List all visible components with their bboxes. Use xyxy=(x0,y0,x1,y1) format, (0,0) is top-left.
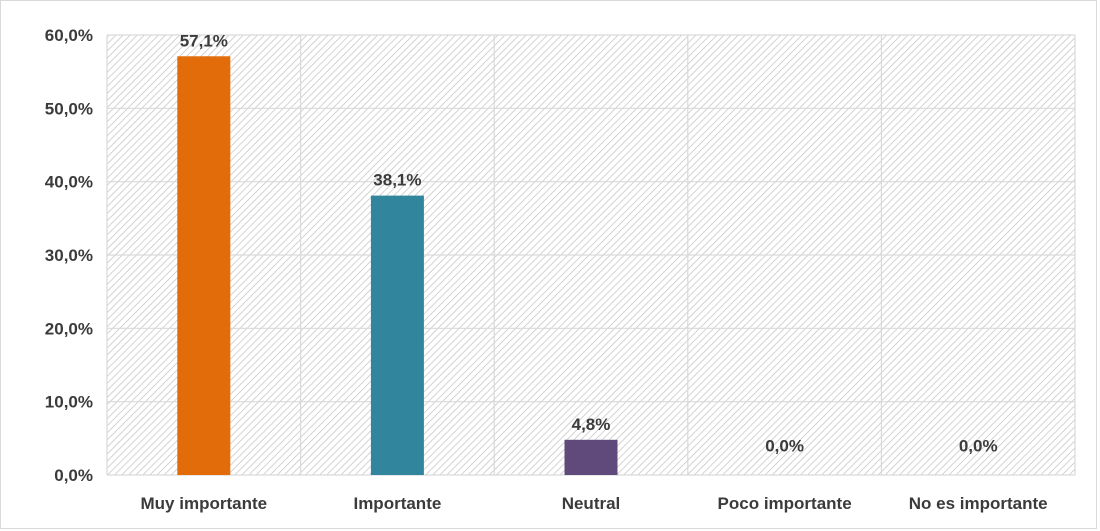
data-labels: 57,1% 38,1% 4,8% 0,0% 0,0% xyxy=(180,31,998,455)
x-tick-label: Neutral xyxy=(562,494,621,513)
x-tick-label: Importante xyxy=(353,494,441,513)
y-tick-label: 40,0% xyxy=(45,173,93,192)
bar xyxy=(370,195,424,475)
x-axis: Muy importante Importante Neutral Poco impo… xyxy=(141,494,1048,513)
y-tick-label: 10,0% xyxy=(45,393,93,412)
data-label: 57,1% xyxy=(180,31,228,50)
y-tick-label: 50,0% xyxy=(45,99,93,118)
y-tick-label: 20,0% xyxy=(45,319,93,338)
data-label: 4,8% xyxy=(572,415,611,434)
data-label: 38,1% xyxy=(373,171,421,190)
bar xyxy=(177,56,231,476)
bars xyxy=(177,56,618,476)
x-tick-label: No es importante xyxy=(909,494,1048,513)
y-axis: 0,0% 10,0% 20,0% 30,0% 40,0% 50,0% 60,0% xyxy=(45,26,93,485)
y-tick-label: 30,0% xyxy=(45,246,93,265)
gridlines xyxy=(106,34,1076,476)
bar xyxy=(564,439,618,475)
data-label: 0,0% xyxy=(765,437,804,456)
data-label: 0,0% xyxy=(959,437,998,456)
y-tick-label: 0,0% xyxy=(54,466,93,485)
x-tick-label: Poco importante xyxy=(718,494,852,513)
x-tick-label: Muy importante xyxy=(141,494,268,513)
y-tick-label: 60,0% xyxy=(45,26,93,45)
